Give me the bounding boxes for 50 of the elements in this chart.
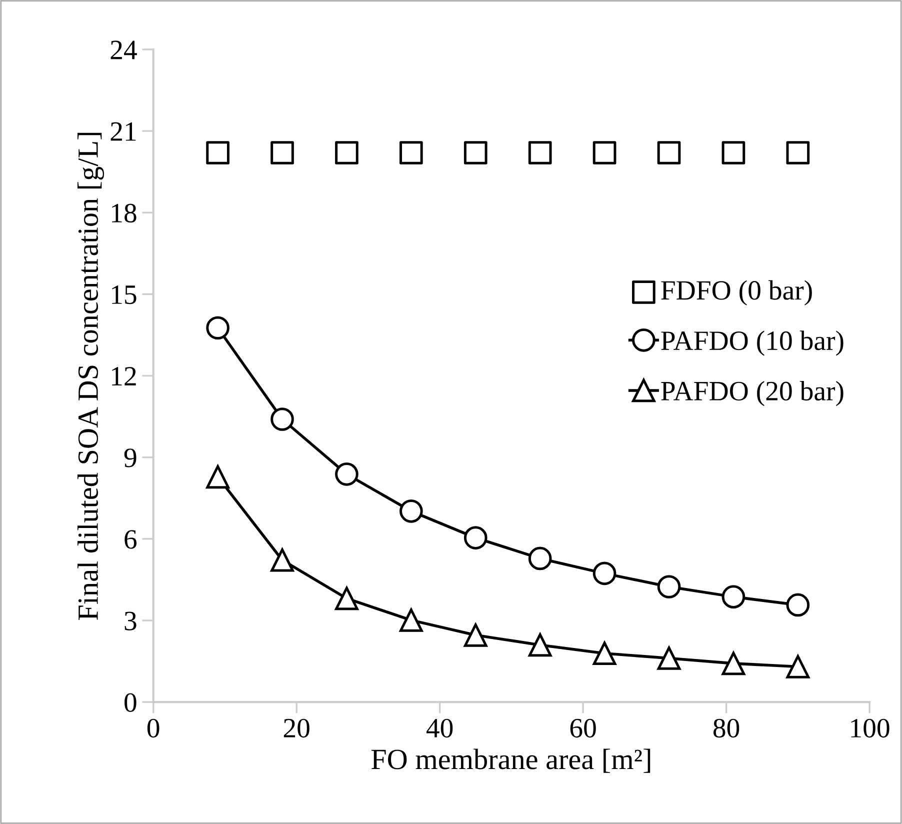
point — [270, 408, 294, 431]
y-tick-label: 15 — [112, 285, 136, 304]
point — [657, 575, 681, 598]
point — [335, 586, 358, 610]
point — [722, 652, 746, 676]
y-tick-label: 24 — [110, 40, 137, 60]
y-tick-label: 18 — [112, 204, 136, 223]
x-axis-title: FO membrane area [m²] — [371, 748, 650, 773]
x-tick-label: 100 — [851, 718, 890, 738]
y-tick-label: 9 — [124, 448, 136, 468]
point — [335, 141, 358, 164]
point — [400, 499, 423, 523]
y-tick-label: 0 — [124, 693, 136, 712]
y-tick-label: 6 — [124, 530, 137, 549]
point — [657, 646, 681, 670]
point — [786, 141, 810, 164]
point — [400, 608, 423, 632]
y-tick-label: 3 — [124, 612, 136, 630]
point — [528, 141, 552, 164]
point — [722, 141, 746, 164]
x-tick-label: 20 — [284, 718, 310, 738]
y-tick-label: 12 — [112, 366, 136, 386]
point — [528, 633, 552, 657]
point — [206, 141, 230, 164]
point — [528, 546, 552, 570]
point — [464, 623, 488, 647]
point — [400, 141, 423, 164]
x-tick-label: 0 — [147, 718, 160, 738]
y-axis-title: Final diluted SOA DS concentration [g/L] — [78, 132, 104, 620]
x-tick-label: 60 — [570, 718, 596, 738]
legend-label: PAFDO (20 bar) — [661, 380, 844, 406]
x-tick-label: 40 — [426, 718, 453, 738]
legend-label: PAFDO (10 bar) — [661, 330, 844, 356]
point — [657, 141, 681, 164]
x-tick-label: 80 — [713, 718, 740, 738]
point — [270, 548, 294, 572]
point — [786, 593, 810, 617]
point — [722, 585, 746, 608]
legend-label: FDFO (0 bar) — [661, 280, 812, 306]
point — [786, 655, 810, 678]
point — [592, 642, 616, 666]
point — [592, 562, 616, 586]
point — [270, 141, 294, 164]
point — [206, 316, 230, 340]
point — [464, 526, 488, 550]
point — [206, 465, 230, 489]
y-tick-label: 21 — [110, 122, 136, 141]
point — [335, 462, 358, 486]
point — [464, 141, 488, 164]
point — [592, 141, 616, 164]
